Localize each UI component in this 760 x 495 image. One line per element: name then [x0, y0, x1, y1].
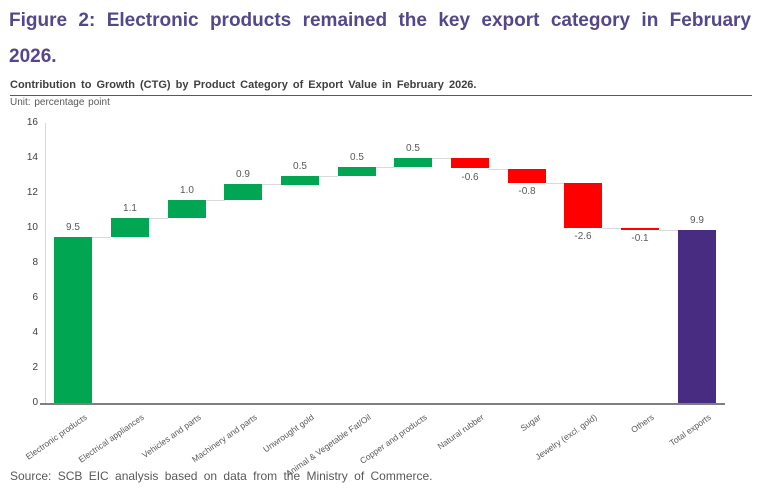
y-tick-label: 14 [26, 152, 38, 163]
bar-value-label: 1.0 [180, 185, 194, 196]
unit-label: Unit: percentage point [10, 97, 110, 108]
waterfall-bar-6 [338, 167, 376, 176]
waterfall-bar-11 [621, 228, 659, 230]
connector-line [206, 200, 225, 201]
waterfall-bar-3 [168, 200, 206, 218]
waterfall-bar-2 [111, 218, 149, 237]
y-tick-label: 16 [26, 117, 38, 128]
figure-title: Figure 2: Electronic products remained t… [9, 3, 751, 75]
y-tick-label: 10 [26, 222, 38, 233]
figure-title-line1: Figure 2: Electronic products remained t… [9, 10, 751, 31]
connector-line [376, 167, 395, 168]
connector-line [319, 176, 338, 177]
y-tick-label: 12 [26, 187, 38, 198]
y-tick-label: 0 [32, 397, 38, 408]
bar-value-label: 9.9 [690, 215, 704, 226]
waterfall-bar-7 [394, 158, 432, 167]
y-tick-label: 6 [32, 292, 38, 303]
waterfall-bar-5 [281, 176, 319, 185]
connector-line [489, 169, 508, 170]
connector-line [546, 183, 565, 184]
x-category-label: Total exports [667, 412, 713, 448]
bar-value-label: -0.6 [461, 172, 479, 183]
chart-subtitle: Contribution to Growth (CTG) by Product … [10, 79, 752, 96]
bar-value-label: 0.5 [406, 143, 420, 154]
connector-line [432, 158, 451, 159]
waterfall-bar-1 [54, 237, 92, 403]
y-axis-line [45, 123, 46, 403]
waterfall-chart: 0 2 4 6 8 10 12 14 16 9.5 Electronic products 1.1 El… [0, 113, 760, 478]
y-tick-label: 2 [32, 362, 38, 373]
bar-value-label: -0.8 [518, 186, 536, 197]
connector-line [262, 184, 281, 185]
waterfall-bar-4 [224, 184, 262, 200]
waterfall-bar-8 [451, 158, 489, 168]
bar-value-label: -0.1 [631, 233, 649, 244]
connector-line [149, 218, 168, 219]
y-tick-label: 8 [32, 257, 38, 268]
connector-line [602, 228, 621, 229]
waterfall-bar-10 [564, 183, 602, 228]
figure-title-line2: 2026. [9, 46, 57, 67]
bar-value-label: 1.1 [123, 203, 137, 214]
source-note: Source: SCB EIC analysis based on data f… [10, 469, 433, 483]
bar-value-label: 9.5 [66, 222, 80, 233]
y-tick-label: 4 [32, 327, 38, 338]
connector-line [92, 237, 111, 238]
bar-value-label: 0.5 [293, 161, 307, 172]
x-category-label: Sugar [518, 412, 543, 434]
connector-line [659, 230, 678, 231]
bar-value-label: 0.9 [236, 169, 250, 180]
x-category-label: Jewelry (excl. gold) [533, 412, 599, 462]
waterfall-bar-9 [508, 169, 546, 183]
waterfall-bar-12 [678, 230, 716, 403]
x-category-label: Others [629, 412, 656, 435]
bar-value-label: -2.6 [574, 231, 592, 242]
bar-value-label: 0.5 [350, 152, 364, 163]
x-axis-line [40, 403, 725, 405]
